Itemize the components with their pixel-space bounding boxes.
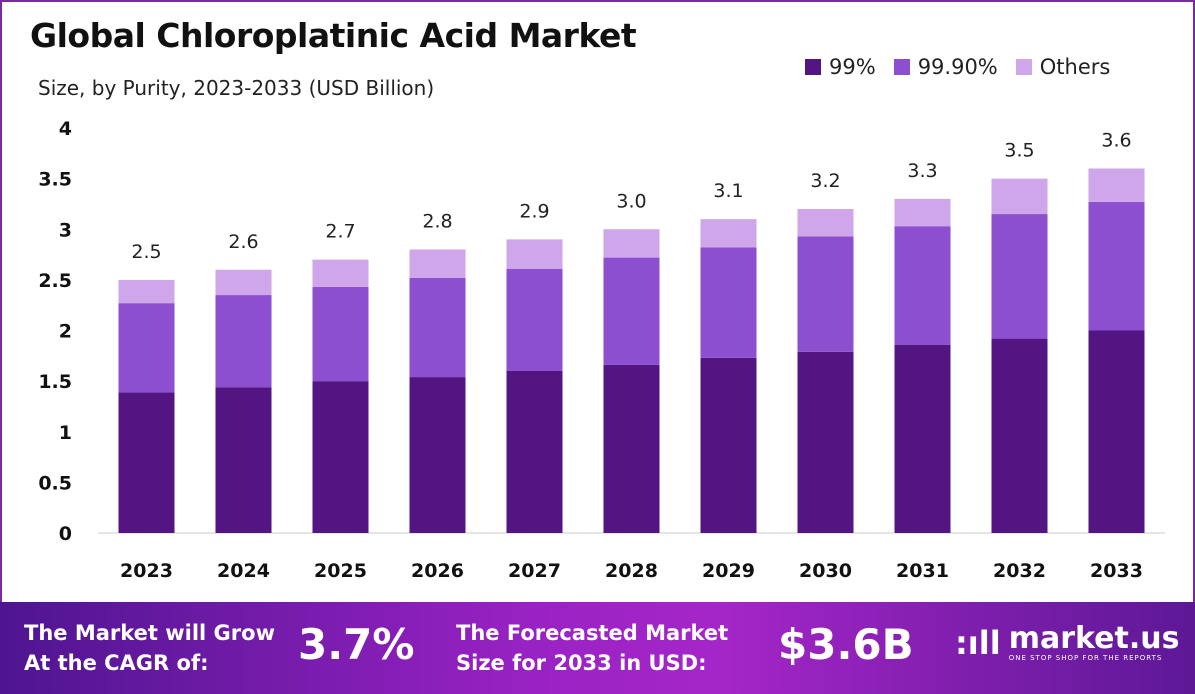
legend-swatch [805,59,821,75]
bar-segment [797,351,854,533]
bar-segment [894,226,951,345]
y-tick-label: 0 [59,523,72,545]
bar-segment [215,269,272,296]
data-label: 3.1 [713,180,743,202]
bar-segment [118,303,175,393]
x-tick-label: 2025 [314,560,367,582]
chart-title: Global Chloroplatinic Acid Market [30,16,637,55]
bar-segment [991,214,1048,339]
bar-segment [409,377,466,533]
x-tick-label: 2023 [120,560,173,582]
footer-banner: The Market will Grow At the CAGR of: 3.7… [0,602,1195,694]
data-label: 3.3 [907,160,937,182]
legend-label: 99.90% [917,55,998,79]
bar-chart: 0 0.5 1 1.5 2 2.5 3 3.5 4 2.5 2023 2.6 2024 2.7 2025 2.… [38,118,1165,582]
brand-tagline: ONE STOP SHOP FOR THE REPORTS [1008,654,1163,662]
cagr-label-line1: The Market will Grow [24,621,275,645]
y-tick-label: 4 [59,118,72,140]
forecast-label-line1: The Forecasted Market [456,621,729,645]
bar-segment [797,209,854,237]
y-tick-label: 2.5 [38,270,72,292]
x-tick-label: 2027 [508,560,561,582]
chart-subtitle: Size, by Purity, 2023-2033 (USD Billion) [38,76,435,100]
bar-segment [409,277,466,378]
data-label: 3.6 [1101,130,1131,152]
data-label: 2.6 [228,231,258,253]
bar-segment [991,338,1048,533]
bar-segment [603,257,660,365]
y-tick-label: 2 [59,321,72,343]
cagr-value: 3.7% [298,620,415,669]
legend-swatch [1015,59,1032,75]
bar-segment [118,279,175,304]
bar-segment [118,392,175,533]
bar-segment [1088,168,1145,202]
logo-mark-icon: :ıll [955,624,1001,662]
legend-label: Others [1039,55,1111,79]
bar-segment [700,357,757,533]
forecast-label-line2: Size for 2033 in USD: [456,651,707,675]
y-tick-label: 0.5 [38,472,72,494]
bar-segment [215,387,272,533]
bar-segment [312,259,369,287]
data-label: 2.5 [131,241,161,263]
y-tick-label: 1.5 [38,371,72,393]
bar-segment [215,295,272,388]
bar-segment [506,371,563,533]
bar-segment [797,236,854,352]
brand-name: market.us [1008,621,1180,656]
bar-segment [603,364,660,533]
data-label: 2.8 [422,211,452,233]
x-tick-label: 2029 [702,560,755,582]
x-tick-label: 2030 [799,560,852,582]
data-label: 2.7 [325,221,355,243]
forecast-value: $3.6B [778,620,914,669]
chart-frame [0,0,1195,602]
bar-segment [506,239,563,269]
y-tick-label: 1 [59,422,72,444]
legend-item-99: 99% [805,55,876,79]
bar-segment [506,268,563,371]
x-tick-label: 2033 [1090,560,1143,582]
bar-segment [1088,201,1145,331]
x-tick-label: 2028 [605,560,658,582]
x-tick-label: 2026 [411,560,464,582]
bar-segment [894,198,951,227]
bar-segment [700,247,757,358]
y-tick-label: 3.5 [38,169,72,191]
legend-label: 99% [829,55,876,79]
bar-segment [312,381,369,533]
bar-segment [700,219,757,248]
bar-segment [894,344,951,533]
cagr-label-line2: At the CAGR of: [24,651,209,675]
x-tick-label: 2032 [993,560,1046,582]
data-label: 3.5 [1004,140,1034,162]
data-label: 3.2 [810,170,840,192]
legend-item-99-90: 99.90% [893,55,998,79]
legend-item-others: Others [1015,55,1111,79]
bar-segment [312,286,369,382]
cagr-label: The Market will Grow At the CAGR of: [24,618,275,678]
bar-segment [409,249,466,278]
data-label: 2.9 [519,200,549,222]
bar-segment [603,229,660,258]
data-label: 3.0 [616,190,646,212]
x-tick-label: 2031 [896,560,949,582]
bar-segment [991,178,1048,215]
y-tick-label: 3 [59,219,72,241]
legend: 99% 99.90% Others [805,55,1110,79]
forecast-label: The Forecasted Market Size for 2033 in U… [456,618,728,678]
brand-logo: :ıll market.us ONE STOP SHOP FOR THE REP… [955,621,1180,663]
x-tick-label: 2024 [217,560,270,582]
legend-swatch [893,59,910,75]
bar-segment [1088,330,1145,533]
